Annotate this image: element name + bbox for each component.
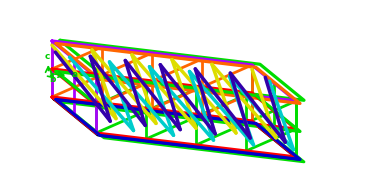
Text: a: a — [71, 70, 77, 79]
Text: b: b — [49, 76, 56, 84]
Text: c: c — [44, 52, 50, 61]
